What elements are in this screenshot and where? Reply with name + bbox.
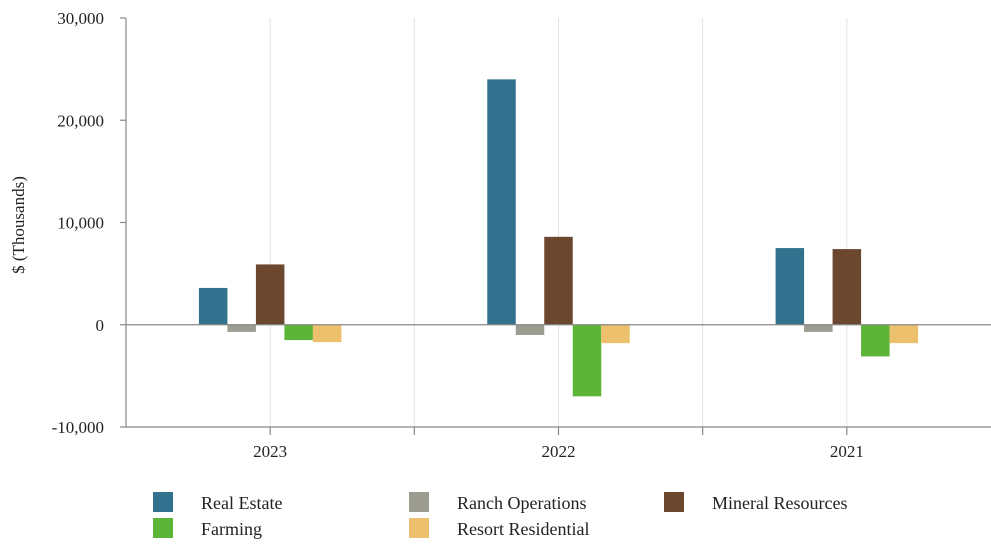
legend-item-farming: Farming (153, 518, 262, 539)
legend-item-real-estate: Real Estate (153, 492, 282, 513)
gridlines (269, 18, 848, 435)
legend: Real Estate Ranch Operations Mineral Resou… (153, 492, 847, 539)
bar-real-estate-2022 (487, 79, 516, 325)
bars (198, 79, 919, 397)
legend-item-mineral-resources: Mineral Resources (664, 492, 847, 513)
legend-swatch (153, 518, 173, 538)
legend-swatch (409, 492, 429, 512)
legend-swatch (664, 492, 684, 512)
legend-label: Ranch Operations (457, 493, 586, 513)
bar-resort-residential-2021 (889, 324, 919, 344)
bar-ranch-operations-2023 (227, 324, 256, 332)
legend-label: Resort Residential (457, 519, 589, 539)
bar-real-estate-2021 (775, 248, 805, 325)
legend-label: Farming (201, 519, 262, 539)
y-tick-labels: -10,000 0 10,000 20,000 30,000 (52, 9, 126, 437)
bar-farming-2022 (572, 324, 602, 397)
bar-ranch-operations-2022 (515, 324, 545, 335)
legend-item-resort-residential: Resort Residential (409, 518, 589, 539)
legend-label: Mineral Resources (712, 493, 847, 513)
y-axis-title: $ (Thousands) (9, 176, 28, 274)
x-tick-label: 2022 (542, 442, 576, 461)
y-tick-label: 20,000 (57, 111, 104, 130)
bar-mineral-resources-2022 (544, 236, 573, 325)
x-tick-labels: 2023 2022 2021 (253, 442, 864, 461)
bar-ranch-operations-2021 (804, 324, 833, 332)
legend-swatch (153, 492, 173, 512)
bar-farming-2021 (861, 324, 890, 357)
y-tick-label: 10,000 (57, 214, 104, 233)
bar-mineral-resources-2023 (255, 264, 285, 325)
bar-mineral-resources-2021 (832, 249, 862, 325)
y-tick-label: 0 (96, 316, 105, 335)
legend-item-ranch-operations: Ranch Operations (409, 492, 586, 513)
bar-resort-residential-2022 (601, 324, 630, 344)
y-tick-label: 30,000 (57, 9, 104, 28)
bar-resort-residential-2023 (312, 324, 342, 343)
legend-swatch (409, 518, 429, 538)
x-tick-label: 2023 (253, 442, 287, 461)
legend-label: Real Estate (201, 493, 282, 513)
bar-real-estate-2023 (198, 287, 228, 325)
x-tick-label: 2021 (830, 442, 864, 461)
bar-farming-2023 (284, 324, 313, 341)
y-tick-label: -10,000 (52, 418, 104, 437)
